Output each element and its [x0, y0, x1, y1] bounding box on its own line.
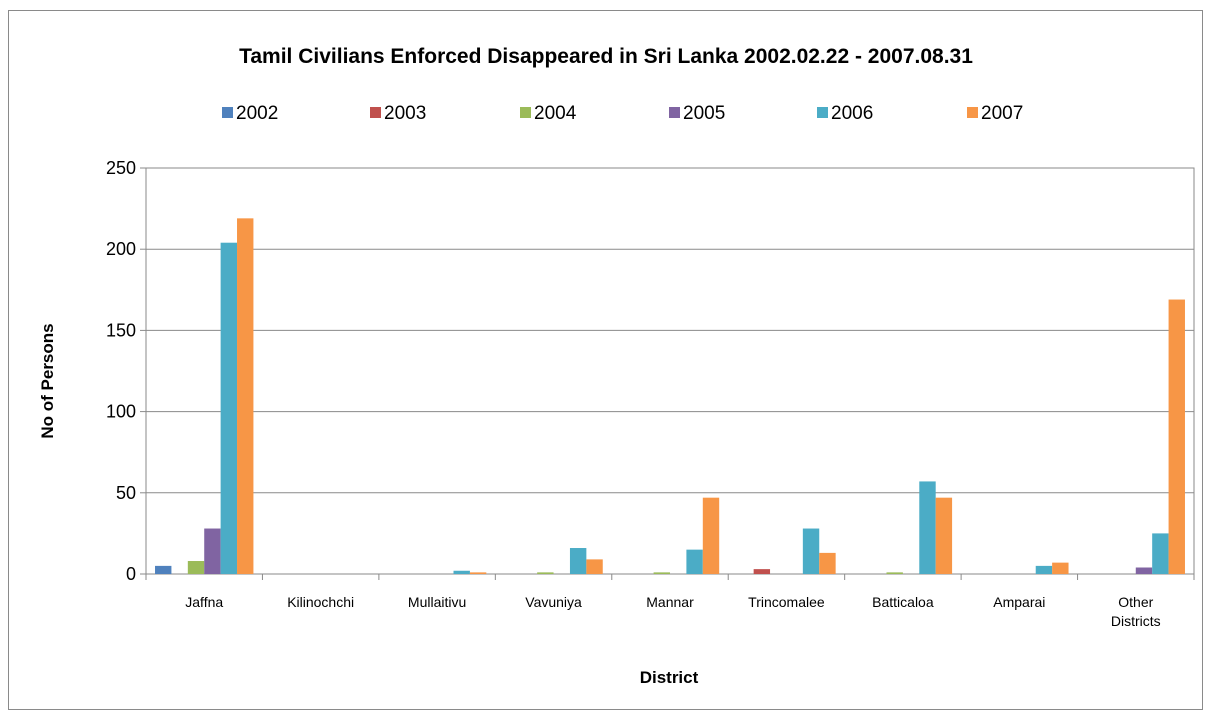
x-tick-label: Districts — [1111, 613, 1161, 629]
y-tick-label: 150 — [106, 320, 136, 340]
bar-2006 — [686, 549, 703, 574]
x-tick-label: Kilinochchi — [287, 594, 354, 610]
legend-label: 2007 — [981, 103, 1023, 124]
y-axis-title: No of Persons — [38, 323, 57, 438]
chart-svg: Tamil Civilians Enforced Disappeared in … — [38, 45, 1195, 687]
x-tick-label: Mullaitivu — [408, 594, 466, 610]
bars — [155, 218, 1185, 575]
legend-swatch — [817, 107, 828, 118]
bar-2004 — [653, 572, 670, 574]
legend-swatch — [370, 107, 381, 118]
x-axis-ticks: Jaffna Kilinochchi Mullaitivu Vavuniya Manna… — [145, 574, 1195, 629]
x-tick-label: Mannar — [646, 594, 694, 610]
bar-2007 — [469, 572, 487, 574]
y-tick-label: 50 — [116, 483, 136, 503]
y-tick-label: 0 — [126, 564, 136, 584]
legend-label: 2004 — [534, 103, 577, 124]
bar-2004 — [886, 572, 903, 574]
bar-2006 — [1035, 565, 1053, 574]
legend-label: 2002 — [236, 103, 278, 124]
y-tick-label: 250 — [106, 158, 136, 178]
bar-2006 — [1152, 533, 1169, 574]
chart-title: Tamil Civilians Enforced Disappeared in … — [239, 45, 973, 68]
bar-2007 — [819, 552, 836, 574]
x-tick-label: Jaffna — [185, 594, 223, 610]
bar-2007 — [586, 559, 603, 574]
x-tick-label: Batticaloa — [872, 594, 934, 610]
bar-2006 — [802, 528, 820, 574]
legend-label: 2005 — [683, 103, 725, 124]
plot-area — [145, 167, 1195, 575]
bar-2007 — [702, 497, 720, 574]
bar-2006 — [220, 242, 238, 575]
bar-2004 — [537, 572, 554, 574]
legend-swatch — [520, 107, 531, 118]
bar-2007 — [1052, 562, 1069, 574]
bar-2007 — [237, 218, 254, 574]
x-tick-label: Amparai — [993, 594, 1045, 610]
bar-2004 — [187, 561, 205, 574]
x-axis-title: District — [640, 668, 699, 687]
bar-2007 — [935, 497, 953, 574]
legend-label: 2003 — [384, 103, 426, 124]
plot-border — [145, 167, 1195, 575]
bar-2006 — [919, 481, 936, 574]
bar-2005 — [204, 528, 221, 574]
chart-frame: Tamil Civilians Enforced Disappeared in … — [8, 10, 1203, 710]
legend-label: 2006 — [831, 103, 873, 124]
legend-swatch — [669, 107, 680, 118]
bar-2002 — [155, 565, 172, 574]
y-axis-ticks: 0 50 100 150 200 250 — [106, 158, 146, 584]
bar-2006 — [453, 570, 470, 574]
legend-swatch — [222, 107, 233, 118]
bar-2006 — [569, 548, 587, 574]
bar-2003 — [753, 569, 771, 574]
legend-swatch — [967, 107, 978, 118]
x-tick-label: Vavuniya — [525, 594, 582, 610]
bar-2005 — [1135, 567, 1153, 574]
y-tick-label: 100 — [106, 402, 136, 422]
legend: 2002 2003 2004 2005 2006 2007 — [222, 103, 1023, 124]
y-tick-label: 200 — [106, 239, 136, 259]
x-tick-label: Trincomalee — [748, 594, 825, 610]
x-tick-label: Other — [1118, 594, 1153, 610]
bar-2007 — [1168, 299, 1185, 574]
